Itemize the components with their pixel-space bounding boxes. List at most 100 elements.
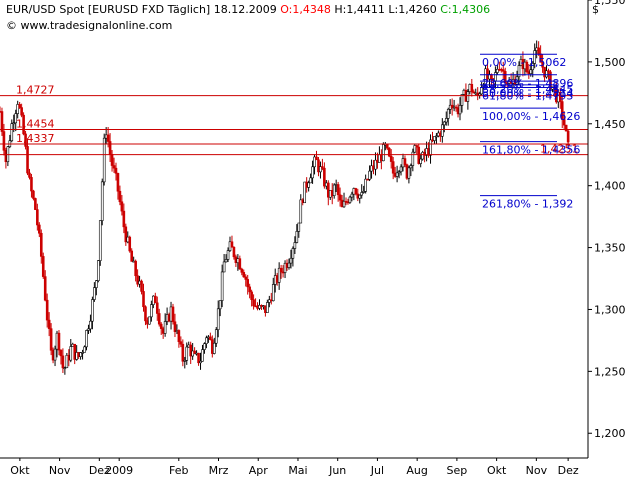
candle-body bbox=[30, 177, 33, 192]
candle-body bbox=[2, 131, 6, 151]
candle-body bbox=[57, 332, 61, 351]
candle-body bbox=[545, 70, 548, 78]
candle-body bbox=[173, 321, 177, 332]
candle-body bbox=[433, 136, 436, 141]
candle-body bbox=[283, 262, 287, 273]
candle-body bbox=[224, 259, 228, 263]
candle-body bbox=[303, 181, 307, 204]
candle-body bbox=[22, 114, 25, 135]
fib-level-label: 0,00% - 1,5062 bbox=[482, 56, 566, 69]
open-label: O: bbox=[280, 3, 293, 16]
candle-body bbox=[323, 167, 326, 187]
candle-body bbox=[20, 107, 23, 116]
candle-body bbox=[364, 178, 367, 192]
candle-body bbox=[163, 321, 167, 334]
price-axis: 1,200 1,250 1,300 1,350 1,400 1,450 1,500 1,550 bbox=[587, 0, 626, 458]
candle-body bbox=[108, 141, 112, 155]
candle-body bbox=[354, 188, 358, 195]
fib-level-label: 50,00% - 1,4814 bbox=[482, 87, 573, 100]
candle-body bbox=[197, 352, 200, 364]
low-value: 1,4260 bbox=[398, 3, 437, 16]
candle-body bbox=[238, 258, 242, 270]
candle-body bbox=[407, 167, 411, 179]
symbol-label: EUR/USD Spot [EURUSD FXD bbox=[6, 3, 165, 16]
candle-body bbox=[531, 63, 535, 71]
candle-body bbox=[189, 344, 192, 357]
candle-body bbox=[444, 118, 448, 123]
candle-body bbox=[541, 62, 544, 68]
currency-symbol: $ bbox=[592, 3, 599, 16]
candle-body bbox=[374, 159, 377, 170]
candle-body bbox=[179, 341, 183, 345]
time-tick-label: Nov bbox=[49, 464, 71, 477]
open-value: 1,4348 bbox=[292, 3, 331, 16]
candle-body bbox=[387, 147, 391, 157]
candle-body bbox=[391, 161, 395, 174]
candle-body bbox=[34, 198, 37, 210]
high-value: 1,4411 bbox=[346, 3, 385, 16]
candle-body bbox=[311, 166, 314, 179]
candle-body bbox=[429, 139, 432, 156]
candle-body bbox=[134, 260, 137, 277]
candle-body bbox=[460, 94, 464, 106]
candlestick-series bbox=[0, 40, 570, 375]
candle-body bbox=[413, 145, 417, 153]
candle-body bbox=[409, 165, 413, 169]
candle-body bbox=[362, 191, 365, 193]
candle-body bbox=[297, 222, 301, 232]
price-tick-label: 1,400 bbox=[594, 180, 626, 193]
candle-body bbox=[122, 210, 126, 228]
candle-body bbox=[18, 104, 21, 108]
candle-body bbox=[209, 336, 212, 340]
candle-body bbox=[14, 113, 18, 124]
candle-body bbox=[124, 226, 128, 243]
candle-body bbox=[226, 250, 230, 260]
fib-level-label: 161,80% - 1,4356 bbox=[482, 144, 580, 157]
candle-body bbox=[232, 246, 236, 258]
candle-body bbox=[399, 166, 403, 173]
candle-body bbox=[16, 104, 19, 114]
candle-body bbox=[503, 71, 507, 84]
candle-body bbox=[106, 134, 110, 142]
candle-body bbox=[419, 158, 422, 164]
candle-body bbox=[45, 299, 49, 321]
candle-body bbox=[130, 250, 134, 262]
candle-body bbox=[338, 194, 342, 201]
candle-body bbox=[525, 61, 529, 72]
high-label: H: bbox=[334, 3, 347, 16]
candle-body bbox=[222, 261, 226, 273]
candle-body bbox=[319, 166, 322, 173]
candle-body bbox=[89, 320, 92, 330]
time-tick-label: Nov bbox=[526, 464, 548, 477]
candle-body bbox=[157, 313, 161, 325]
candle-body bbox=[277, 267, 281, 283]
candle-body bbox=[450, 104, 454, 108]
candle-body bbox=[348, 196, 352, 203]
candle-body bbox=[562, 119, 566, 126]
candle-body bbox=[95, 280, 98, 288]
candle-body bbox=[321, 166, 324, 169]
candle-body bbox=[332, 184, 336, 196]
candle-body bbox=[28, 172, 31, 178]
candle-body bbox=[93, 287, 96, 300]
candle-body bbox=[114, 167, 118, 174]
candle-body bbox=[128, 236, 132, 252]
red-level-label: 1,4251 bbox=[540, 143, 579, 156]
time-tick-label: Dez bbox=[558, 464, 579, 477]
candle-body bbox=[368, 170, 371, 180]
candle-body bbox=[118, 190, 122, 203]
price-tick-label: 1,300 bbox=[594, 303, 626, 316]
candle-body bbox=[564, 124, 568, 132]
red-level-label: 1,4337 bbox=[16, 132, 55, 145]
candle-body bbox=[65, 354, 69, 369]
candle-body bbox=[496, 68, 499, 73]
candle-body bbox=[12, 122, 16, 125]
candle-body bbox=[83, 346, 86, 353]
candle-body bbox=[61, 355, 65, 369]
candle-body bbox=[442, 121, 446, 126]
candle-body bbox=[268, 299, 271, 303]
low-label: L: bbox=[388, 3, 399, 16]
